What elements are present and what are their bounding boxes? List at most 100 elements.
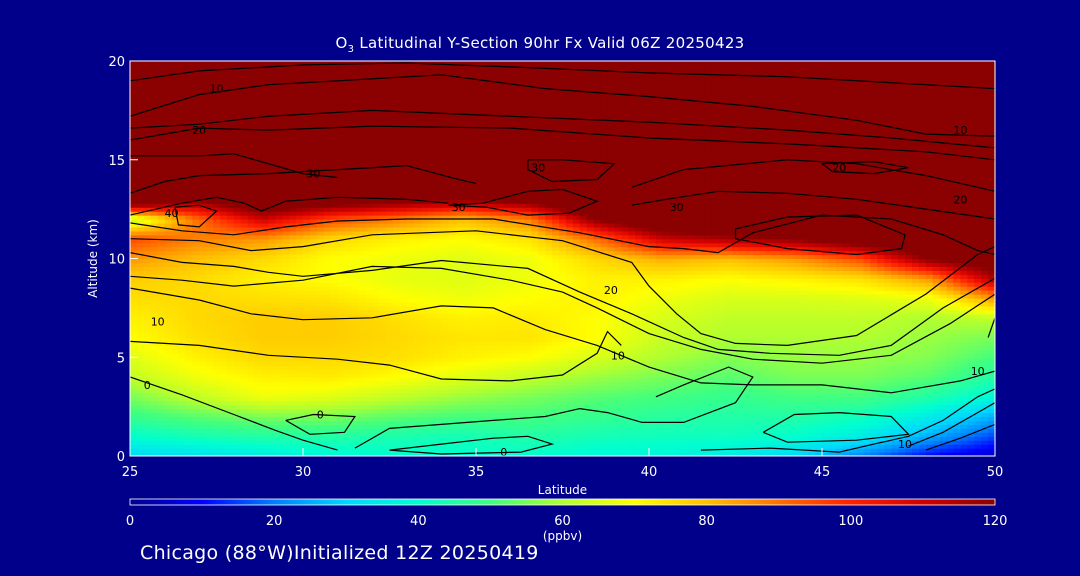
field-cell <box>579 357 588 362</box>
field-cell <box>136 305 145 311</box>
field-cell <box>628 333 636 339</box>
field-cell <box>766 440 775 445</box>
field-cell <box>392 392 401 398</box>
field-cell <box>704 305 712 311</box>
field-cell <box>185 428 193 433</box>
field-cell <box>801 298 809 303</box>
field-cell <box>143 452 152 456</box>
field-cell <box>226 436 235 441</box>
field-cell <box>482 448 491 453</box>
field-cell <box>801 424 809 429</box>
field-cell <box>856 388 865 394</box>
field-cell <box>870 392 878 398</box>
field-cell <box>676 448 685 453</box>
field-cell <box>213 349 221 354</box>
field-cell <box>967 452 975 456</box>
field-cell <box>946 357 955 362</box>
field-cell <box>219 341 228 346</box>
field-cell <box>559 424 567 429</box>
field-cell <box>143 384 152 390</box>
field-cell <box>261 305 269 311</box>
field-cell <box>309 357 318 362</box>
field-cell <box>330 392 339 398</box>
field-cell <box>427 392 436 398</box>
field-cell <box>296 420 304 425</box>
field-cell <box>413 361 422 366</box>
field-cell <box>399 353 408 358</box>
field-cell <box>911 388 920 394</box>
field-cell <box>697 396 705 402</box>
field-cell <box>988 345 995 350</box>
field-cell <box>510 298 519 303</box>
field-cell <box>911 396 920 402</box>
field-cell <box>365 301 373 307</box>
field-cell <box>455 432 463 437</box>
field-cell <box>130 377 138 382</box>
field-cell <box>379 301 387 307</box>
field-cell <box>960 309 968 315</box>
field-cell <box>953 345 961 350</box>
field-cell <box>905 440 913 445</box>
field-cell <box>718 432 726 437</box>
field-cell <box>545 452 553 456</box>
field-cell <box>476 408 484 414</box>
field-cell <box>600 357 609 362</box>
field-cell <box>898 317 906 323</box>
field-cell <box>226 349 235 354</box>
field-cell <box>579 428 588 433</box>
field-cell <box>185 298 193 303</box>
field-cell <box>406 325 415 331</box>
field-cell <box>849 341 858 346</box>
field-cell <box>199 298 207 303</box>
field-cell <box>842 380 851 386</box>
field-cell <box>815 432 823 437</box>
field-cell <box>669 309 678 315</box>
field-cell <box>877 333 885 339</box>
field-cell <box>704 337 712 343</box>
field-cell <box>372 313 380 319</box>
field-cell <box>988 432 995 437</box>
field-cell <box>655 345 664 350</box>
field-cell <box>745 408 754 414</box>
field-cell <box>649 388 657 394</box>
field-cell <box>358 392 366 398</box>
field-cell <box>316 404 325 410</box>
field-cell <box>545 373 553 378</box>
field-cell <box>669 317 678 323</box>
field-cell <box>157 428 166 433</box>
field-cell <box>399 341 408 346</box>
field-cell <box>655 353 664 358</box>
field-cell <box>974 408 982 414</box>
field-cell <box>621 325 629 331</box>
field-cell <box>323 444 332 449</box>
field-cell <box>967 341 975 346</box>
field-cell <box>344 341 353 346</box>
field-cell <box>725 412 733 418</box>
field-cell <box>669 321 678 327</box>
field-cell <box>358 380 366 386</box>
field-cell <box>469 436 477 441</box>
field-cell <box>655 341 664 346</box>
field-cell <box>171 436 180 441</box>
field-cell <box>185 337 193 343</box>
field-cell <box>434 298 442 303</box>
field-cell <box>268 444 276 449</box>
field-cell <box>766 369 775 374</box>
field-cell <box>593 452 602 456</box>
field-cell <box>282 333 290 339</box>
field-cell <box>911 444 920 449</box>
field-cell <box>365 404 373 410</box>
field-cell <box>143 373 152 378</box>
field-cell <box>510 329 519 335</box>
field-cell <box>420 365 429 370</box>
field-cell <box>925 448 934 453</box>
field-cell <box>863 440 872 445</box>
field-cell <box>863 408 872 414</box>
field-cell <box>953 428 961 433</box>
field-cell <box>206 396 214 402</box>
field-cell <box>988 380 995 386</box>
field-cell <box>794 424 802 429</box>
field-cell <box>884 377 892 382</box>
field-cell <box>925 416 934 422</box>
field-cell <box>386 309 394 315</box>
